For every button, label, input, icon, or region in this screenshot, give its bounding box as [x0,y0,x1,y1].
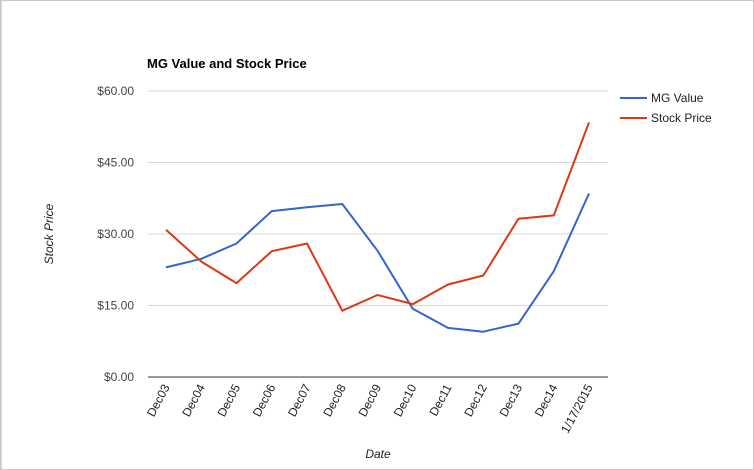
x-tick-label: Dec09 [356,382,385,419]
x-tick-label: Dec06 [250,382,279,419]
x-tick-label: Dec10 [391,382,420,419]
series-lines [165,122,590,333]
y-axis-title: Stock Price [42,203,56,264]
x-axis-tick-labels: Dec03 Dec04 Dec05 Dec06 Dec07 Dec08 Dec09 Dec10… [144,382,596,436]
series-line-stock-price [165,122,590,312]
series-line-mg-value [165,193,590,333]
x-tick-label: Dec12 [461,382,490,419]
legend-label: Stock Price [651,111,712,125]
y-tick-label: $30.00 [97,227,134,241]
x-tick-label: Dec13 [497,382,526,419]
sheet-ruler-left [1,1,2,469]
x-tick-label: 1/17/2015 [558,382,596,436]
x-tick-label: Dec04 [179,382,208,419]
y-axis-tick-labels: $0.00 $15.00 $30.00 $45.00 $60.00 [97,84,134,384]
gridlines [148,90,608,306]
x-tick-label: Dec14 [532,382,561,419]
y-tick-label: $45.00 [97,156,134,170]
x-tick-label: Dec05 [215,382,244,419]
x-tick-label: Dec11 [426,382,454,419]
x-tick-label: Dec03 [144,382,173,419]
y-tick-label: $15.00 [97,299,134,313]
x-axis-title: Date [365,447,391,461]
y-tick-label: $0.00 [104,370,134,384]
chart-title: MG Value and Stock Price [147,56,307,71]
legend[interactable]: MG Value Stock Price [620,91,712,125]
y-tick-label: $60.00 [97,84,134,98]
x-tick-label: Dec08 [320,382,349,419]
legend-label: MG Value [651,91,704,105]
x-tick-label: Dec07 [285,382,314,419]
